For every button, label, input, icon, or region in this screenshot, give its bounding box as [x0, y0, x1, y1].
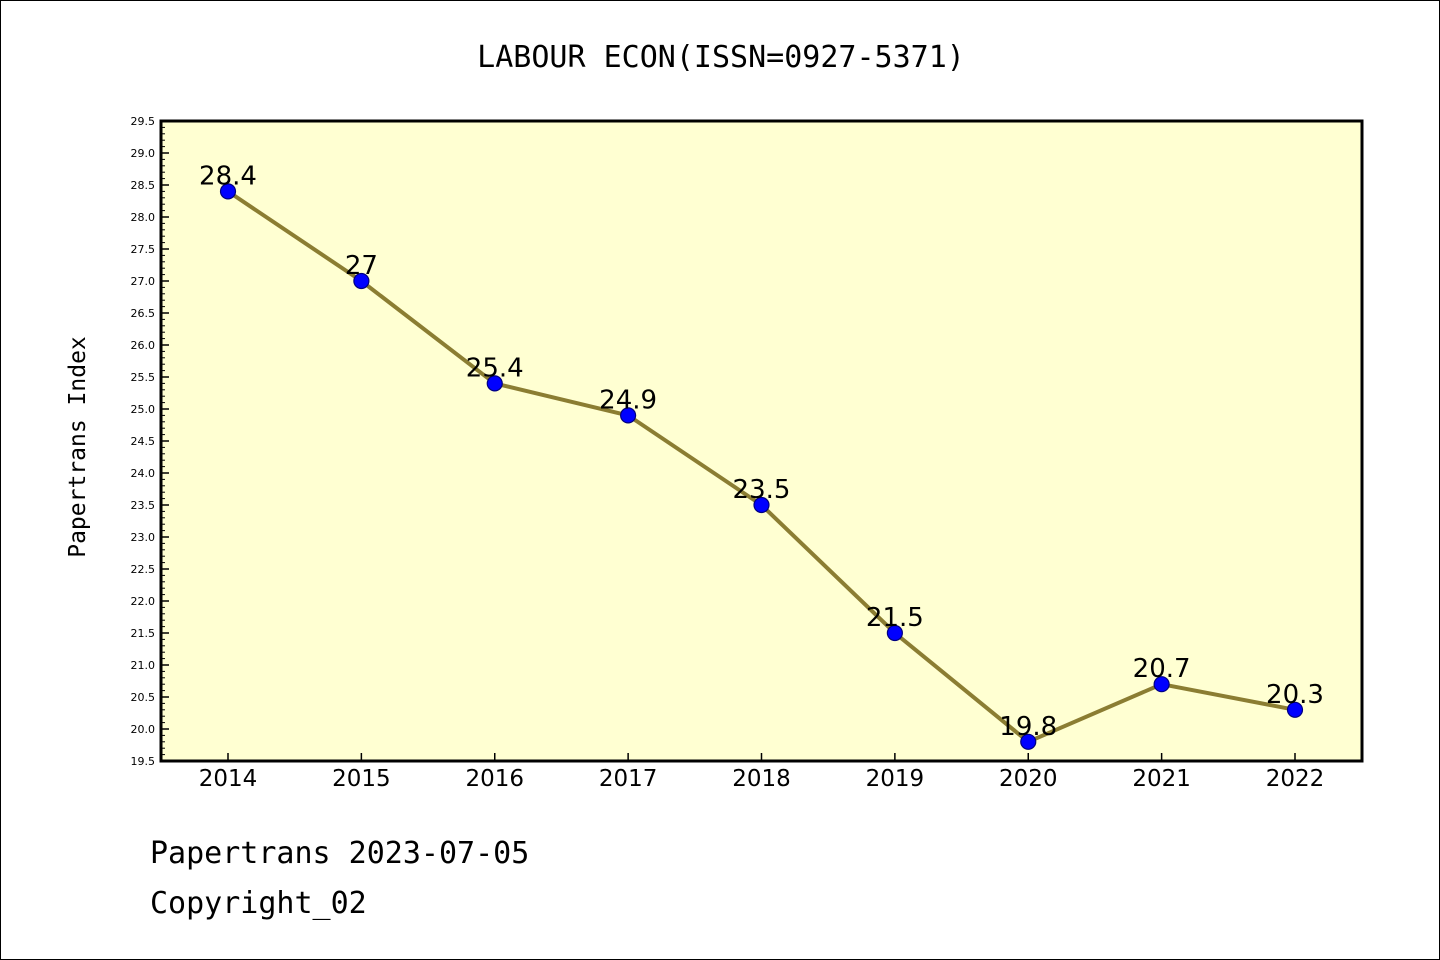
x-tick-label: 2022	[1266, 766, 1325, 792]
y-tick-label: 24.0	[131, 467, 156, 480]
chart-title: LABOUR ECON(ISSN=0927-5371)	[477, 40, 965, 75]
data-label: 28.4	[199, 161, 257, 191]
y-tick-label: 21.0	[131, 659, 156, 672]
y-tick-label: 22.0	[131, 595, 156, 608]
data-label: 24.9	[599, 385, 657, 415]
data-point	[1153, 676, 1170, 693]
data-point	[1020, 733, 1037, 750]
plot-frame	[159, 119, 1364, 763]
y-tick-label: 23.0	[131, 531, 156, 544]
y-tick-label: 27.5	[131, 243, 156, 256]
y-tick-label: 22.5	[131, 563, 156, 576]
data-markers	[219, 183, 1304, 750]
y-tick-label: 27.0	[131, 275, 156, 288]
plot-area	[161, 121, 1362, 761]
y-tick-label: 29.0	[131, 147, 156, 160]
y-tick-label: 24.5	[131, 435, 156, 448]
x-tick-label: 2016	[465, 766, 524, 792]
x-tick-label: 2017	[599, 766, 658, 792]
data-labels: 28.4 27 25.4 24.9 23.5 21.5 19.8 20.7 20.3	[199, 161, 1324, 741]
y-tick-label: 28.5	[131, 179, 156, 192]
data-label: 21.5	[866, 603, 924, 633]
y-tick-label: 29.5	[131, 115, 156, 128]
y-tick-label: 23.5	[131, 499, 156, 512]
data-point	[486, 375, 503, 392]
data-label: 25.4	[466, 353, 524, 383]
x-tick-label: 2015	[332, 766, 391, 792]
x-axis: 2014 2015 2016 2017 2018 2019 2020 2021 2022	[199, 753, 1325, 792]
y-tick-label: 28.0	[131, 211, 156, 224]
y-tick-label: 25.5	[131, 371, 156, 384]
x-tick-label: 2018	[732, 766, 791, 792]
footer-date: Papertrans 2023-07-05	[150, 836, 530, 871]
x-tick-label: 2019	[866, 766, 925, 792]
x-tick-label: 2021	[1132, 766, 1191, 792]
y-tick-label: 20.5	[131, 691, 156, 704]
data-point	[886, 624, 903, 642]
y-tick-label: 25.0	[131, 403, 156, 416]
data-label: 20.3	[1266, 680, 1324, 710]
y-tick-label: 19.5	[131, 755, 156, 768]
data-point	[219, 183, 237, 200]
data-point	[353, 272, 370, 290]
y-tick-label: 21.5	[131, 627, 156, 640]
y-axis-label: Papertrans Index	[65, 336, 91, 558]
data-label: 19.8	[999, 712, 1057, 742]
footer-copyright: Copyright_02	[150, 886, 367, 921]
y-tick-label: 26.5	[131, 307, 156, 320]
x-tick-label: 2020	[999, 766, 1058, 792]
data-point	[753, 496, 770, 514]
data-point	[620, 407, 637, 424]
data-label: 27	[345, 251, 378, 281]
y-tick-label: 20.0	[131, 723, 156, 736]
data-label: 23.5	[733, 475, 791, 505]
data-point	[1286, 701, 1304, 718]
x-tick-label: 2014	[199, 766, 258, 792]
data-label: 20.7	[1133, 654, 1191, 684]
y-tick-label: 26.0	[131, 339, 156, 352]
